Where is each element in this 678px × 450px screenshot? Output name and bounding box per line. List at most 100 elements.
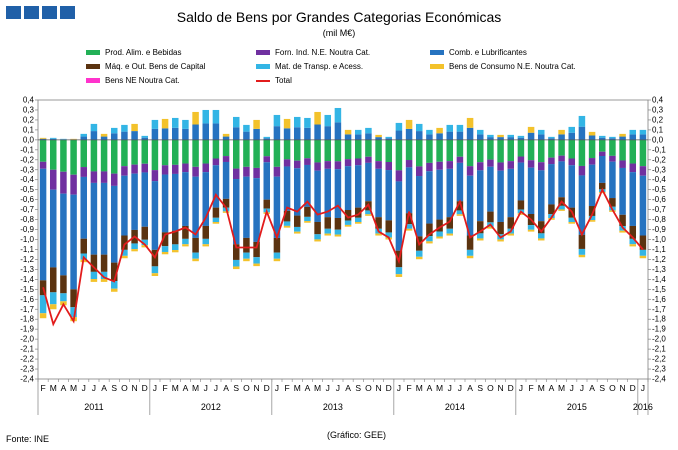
bar-segment-positive <box>283 118 291 129</box>
y-tick-label-left: 0,4 <box>23 96 35 105</box>
y-tick-label-right: -1,0 <box>652 235 666 244</box>
legend-label: Prod. Alim. e Bebidas <box>105 48 182 57</box>
x-year-label: 2016 <box>633 402 653 412</box>
bar-segment <box>263 199 271 209</box>
x-month-label: J <box>458 383 462 393</box>
bar-segment-positive <box>141 135 149 138</box>
y-tick-label-right: -2,1 <box>652 345 666 354</box>
bar-segment <box>90 271 98 280</box>
bar-segment <box>558 139 565 156</box>
bar-segment <box>517 156 525 163</box>
bar-segment-positive <box>39 138 47 140</box>
bar-segment <box>426 162 433 172</box>
x-month-label: A <box>345 383 351 393</box>
bar-segment <box>527 229 535 232</box>
bar-segment-positive <box>375 137 382 140</box>
bar-segment-positive <box>619 136 626 140</box>
bar-segment <box>446 139 454 162</box>
bar-segment <box>365 162 372 202</box>
bar-segment <box>314 162 321 171</box>
bar-segment <box>365 210 372 215</box>
bar-segment <box>405 167 413 214</box>
source-note: Fonte: INE <box>6 434 50 444</box>
bar-segment <box>171 139 179 165</box>
bar-segment-positive <box>232 116 240 128</box>
bar-segment-positive <box>609 136 616 139</box>
x-month-label: J <box>92 383 96 393</box>
bar-segment <box>344 224 352 227</box>
y-tick-label-left: -1,0 <box>20 235 34 244</box>
bar-segment <box>568 165 576 208</box>
bar-segment-positive <box>171 117 179 128</box>
bar-segment <box>415 139 423 167</box>
bar-segment <box>487 211 494 223</box>
x-month-label: M <box>192 383 199 393</box>
bar-segment-positive <box>497 137 504 140</box>
bar-segment <box>131 249 138 252</box>
bar-segment <box>446 168 454 218</box>
bar-segment <box>415 166 423 177</box>
bars <box>39 107 647 322</box>
bar-segment <box>293 226 301 232</box>
x-month-label: F <box>162 383 167 393</box>
bar-segment <box>253 139 260 168</box>
bar-segment <box>39 168 47 281</box>
bar-segment-positive <box>39 137 47 139</box>
bar-segment-positive <box>324 114 332 127</box>
bar-segment <box>354 158 362 166</box>
x-month-label: N <box>498 383 504 393</box>
y-tick-label-left: -0,6 <box>20 195 34 204</box>
bar-segment <box>304 164 311 207</box>
x-month-label: J <box>204 383 208 393</box>
y-tick-label-right: 0,3 <box>652 105 664 114</box>
x-month-label: F <box>40 383 45 393</box>
bar-segment <box>283 210 291 222</box>
bar-segment <box>253 263 260 267</box>
bar-segment <box>385 161 393 171</box>
bar-segment <box>629 172 637 226</box>
bar-segment <box>39 295 47 314</box>
bar-segment <box>466 166 474 176</box>
bar-segment-positive <box>304 127 311 140</box>
bar-segment-positive <box>395 130 403 140</box>
bar-segment <box>110 185 118 263</box>
bar-segment <box>151 170 159 182</box>
bar-segment <box>354 222 362 224</box>
bar-segment <box>141 172 149 227</box>
y-tick-label-right: -0,1 <box>652 145 666 154</box>
bar-segment <box>456 201 464 211</box>
bar-segment <box>365 214 372 216</box>
bar-segment-positive <box>90 123 98 132</box>
x-month-label: S <box>477 383 483 393</box>
bar-segment <box>558 205 565 210</box>
bar-segment <box>232 168 240 180</box>
bar-segment-positive <box>131 123 138 132</box>
bar-segment <box>80 139 88 168</box>
chart-title: Saldo de Bens por Grandes Categorias Eco… <box>176 9 502 25</box>
bar-segment <box>70 307 77 318</box>
bar-segment <box>629 244 637 247</box>
bar-segment <box>232 266 240 270</box>
bar-segment <box>527 167 535 214</box>
chart-legend: Prod. Alim. e Bebidas Forn. Ind. N.E. No… <box>86 48 646 90</box>
bar-segment-positive <box>131 131 138 140</box>
bar-segment <box>141 139 149 164</box>
bar-segment <box>171 250 179 253</box>
bar-segment <box>619 214 626 227</box>
bar-segment <box>253 241 260 258</box>
bar-segment-positive <box>334 122 342 140</box>
x-month-label: F <box>528 383 533 393</box>
bar-segment <box>243 176 250 238</box>
bar-segment <box>385 220 393 233</box>
bar-segment <box>568 217 576 223</box>
y-tick-label-left: -1,2 <box>20 255 34 264</box>
bar-segment <box>324 228 332 234</box>
x-month-label: S <box>355 383 361 393</box>
bar-segment <box>49 189 57 268</box>
bar-segment <box>354 217 362 223</box>
brand-square <box>6 6 21 19</box>
legend-swatch <box>86 64 100 69</box>
bar-segment <box>202 225 210 239</box>
bar-segment <box>253 178 260 242</box>
bar-segment-positive <box>507 137 515 140</box>
